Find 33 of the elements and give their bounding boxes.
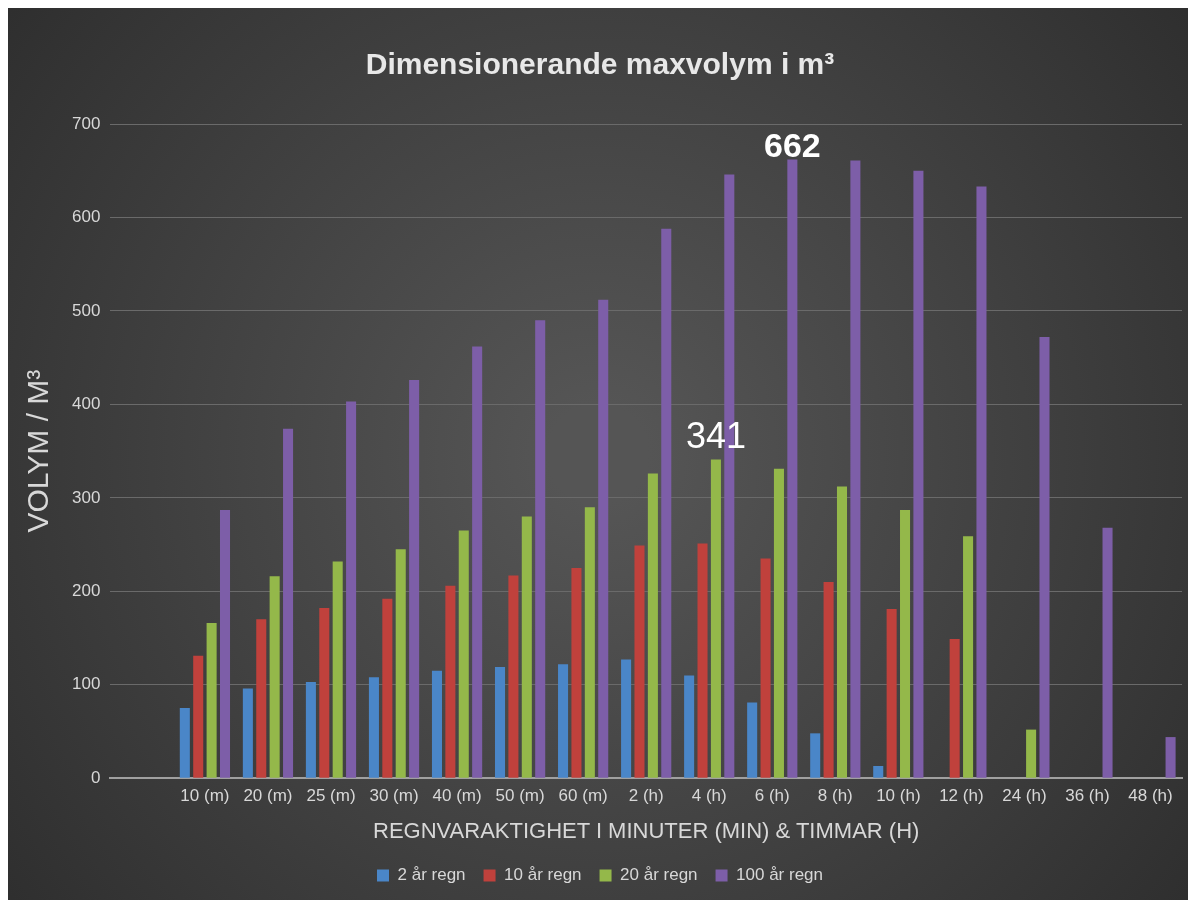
x-tick-label: 24 (h)	[1002, 786, 1047, 806]
x-tick-label: 20 (m)	[243, 786, 293, 806]
data-label: 662	[763, 125, 821, 164]
x-tick-label: 25 (m)	[306, 786, 356, 806]
x-tick-label: 48 (h)	[1128, 786, 1173, 806]
y-tick-label: 700	[71, 113, 101, 133]
y-tick-label: 100	[71, 674, 101, 694]
x-tick-label: 4 (h)	[691, 786, 727, 806]
x-tick-label: 36 (h)	[1065, 786, 1110, 806]
chart-title: Dimensionerande maxvolym i m³	[365, 47, 835, 81]
y-tick-label: 200	[71, 580, 101, 600]
x-tick-label: 12 (h)	[939, 786, 984, 806]
x-tick-label: 60 (m)	[558, 786, 608, 806]
legend-label: 10 år regn	[504, 865, 582, 885]
x-tick-label: 10 (h)	[876, 786, 921, 806]
x-tick-label: 30 (m)	[369, 786, 419, 806]
x-tick-label: 8 (h)	[817, 786, 853, 806]
y-tick-label: 300	[71, 487, 101, 507]
y-tick-label: 600	[71, 207, 101, 227]
y-tick-label: 0	[90, 767, 101, 787]
x-tick-label: 6 (h)	[754, 786, 790, 806]
data-label: 341	[685, 414, 746, 456]
y-tick-label: 500	[71, 300, 101, 320]
x-tick-label: 40 (m)	[432, 786, 482, 806]
legend-label: 100 år regn	[736, 865, 823, 885]
legend-label: 2 år regn	[397, 865, 466, 885]
legend-label: 20 år regn	[620, 865, 698, 885]
x-tick-label: 50 (m)	[495, 786, 545, 806]
x-tick-label: 10 (m)	[180, 786, 230, 806]
x-tick-label: 2 (h)	[628, 786, 664, 806]
y-axis-title: VOLYM / M³	[21, 369, 55, 533]
y-tick-label: 400	[71, 394, 101, 414]
x-axis-title: REGNVARAKTIGHET I MINUTER (MIN) & TIMMAR (H)	[373, 817, 920, 843]
